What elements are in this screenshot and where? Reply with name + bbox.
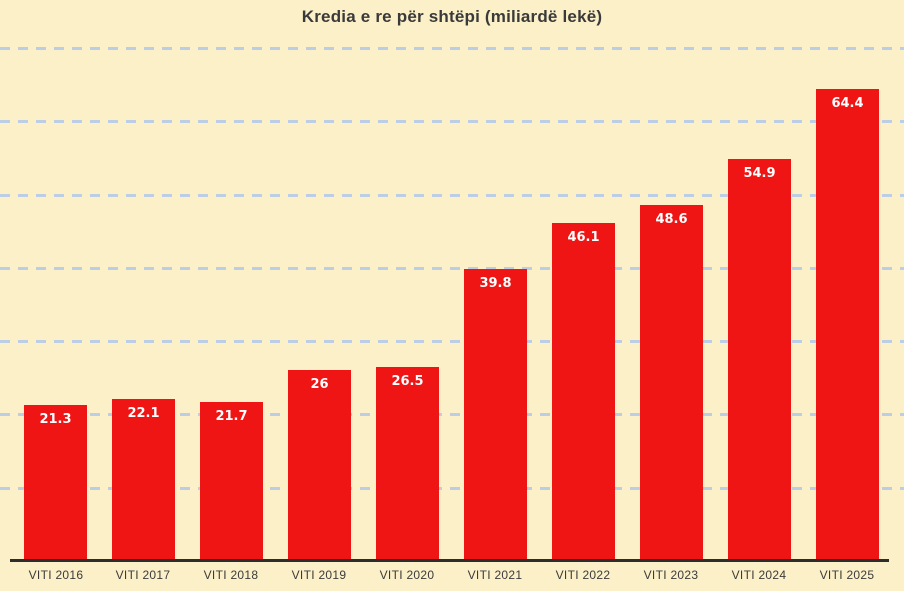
gridline xyxy=(0,486,904,490)
gridline xyxy=(0,120,904,124)
bar-value-label: 46.1 xyxy=(567,230,600,245)
x-tick-label: VITI 2023 xyxy=(643,568,699,582)
x-tick-label: VITI 2019 xyxy=(291,568,347,582)
bar-viti-2016: 21.3 xyxy=(24,405,87,561)
x-axis-line xyxy=(10,559,889,562)
bar-value-label: 22.1 xyxy=(127,406,160,421)
bar-viti-2025: 64.4 xyxy=(816,89,879,561)
chart-title: Kredia e re për shtëpi (miliardë lekë) xyxy=(301,7,603,26)
x-tick-label: VITI 2025 xyxy=(819,568,875,582)
bar-viti-2017: 22.1 xyxy=(112,399,175,561)
gridline xyxy=(0,46,904,50)
bar-value-label: 64.4 xyxy=(831,96,864,111)
bar-viti-2024: 54.9 xyxy=(728,159,791,561)
bar-value-label: 48.6 xyxy=(655,212,688,227)
bar-viti-2022: 46.1 xyxy=(552,223,615,561)
gridline xyxy=(0,193,904,197)
x-tick-label: VITI 2018 xyxy=(203,568,259,582)
x-tick-label: VITI 2017 xyxy=(115,568,171,582)
bar-viti-2020: 26.5 xyxy=(376,367,439,561)
bar-value-label: 54.9 xyxy=(743,166,776,181)
x-tick-label: VITI 2022 xyxy=(555,568,611,582)
bar-value-label: 39.8 xyxy=(479,276,512,291)
bar-viti-2021: 39.8 xyxy=(464,269,527,561)
gridline xyxy=(0,266,904,270)
bar-value-label: 21.3 xyxy=(39,412,72,427)
x-tick-label: VITI 2024 xyxy=(731,568,787,582)
bar-value-label: 21.7 xyxy=(215,409,248,424)
bar-value-label: 26 xyxy=(310,377,329,392)
gridline xyxy=(0,340,904,344)
gridline xyxy=(0,413,904,417)
bar-value-label: 26.5 xyxy=(391,374,424,389)
x-tick-label: VITI 2016 xyxy=(28,568,84,582)
bar-viti-2018: 21.7 xyxy=(200,402,263,561)
bar-viti-2023: 48.6 xyxy=(640,205,703,561)
x-tick-label: VITI 2020 xyxy=(379,568,435,582)
x-tick-label: VITI 2021 xyxy=(467,568,523,582)
bar-viti-2019: 26 xyxy=(288,370,351,561)
